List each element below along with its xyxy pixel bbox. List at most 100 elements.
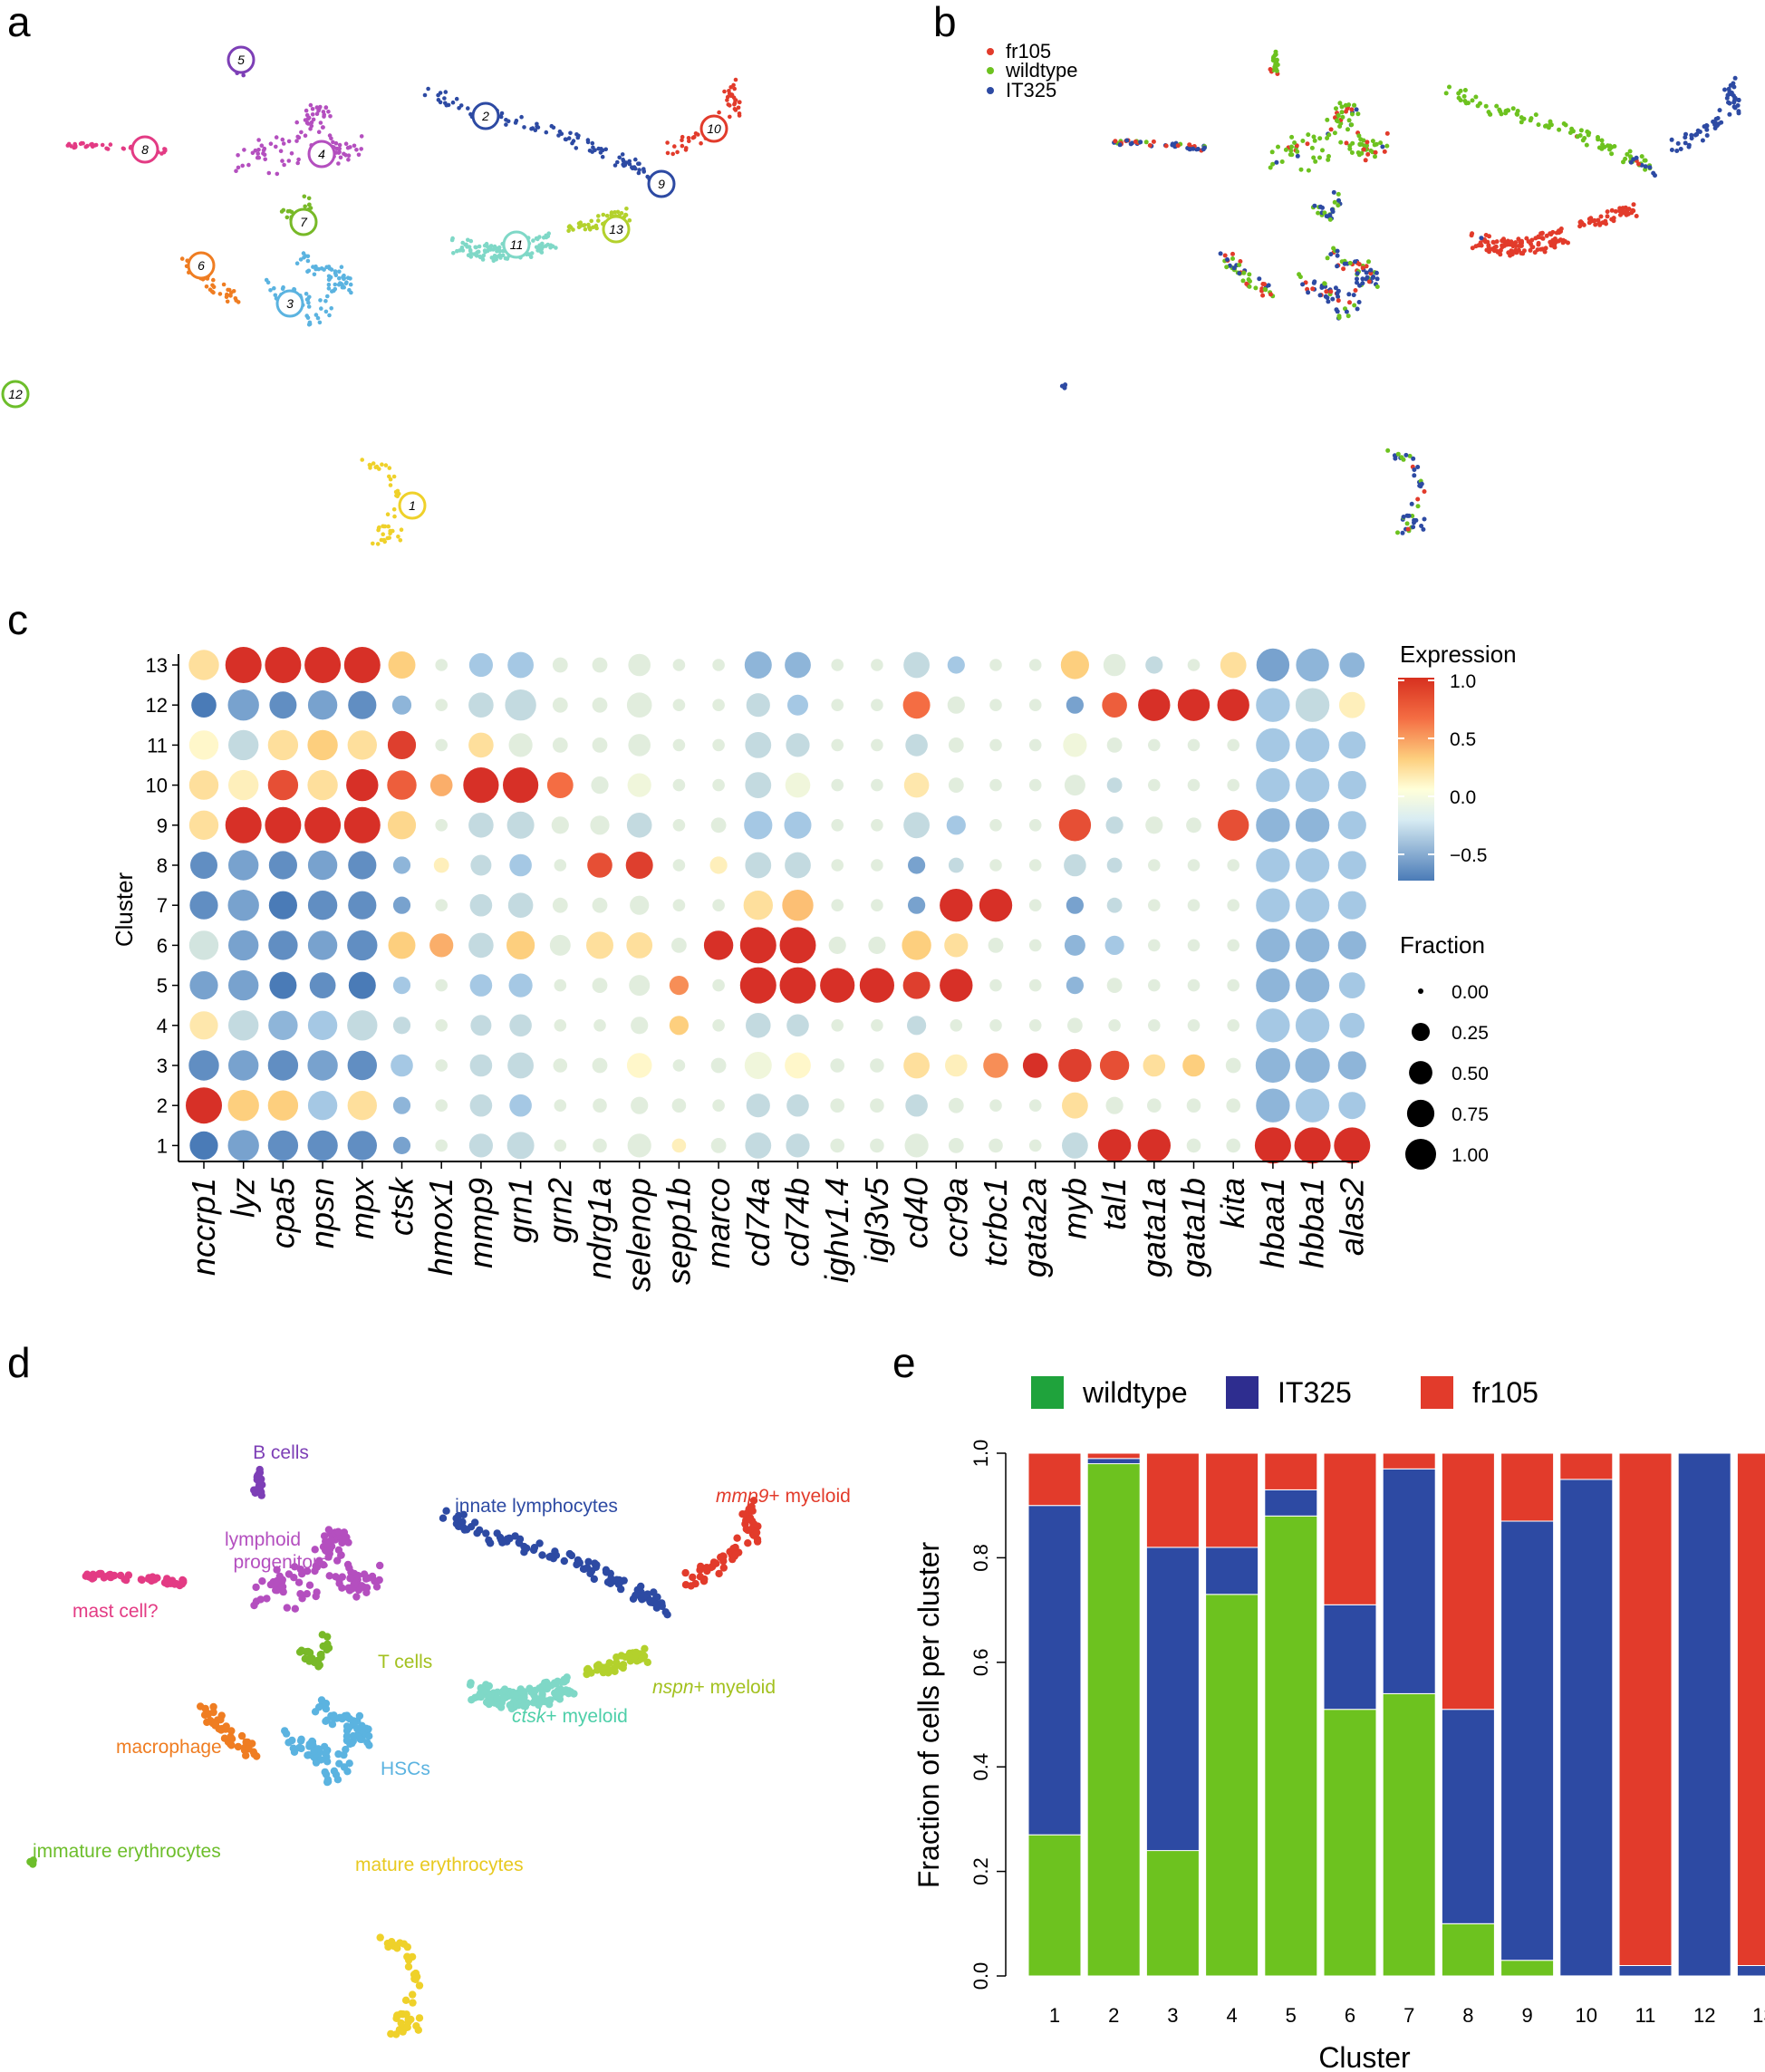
celltype-point — [278, 1583, 287, 1591]
genotype-point — [1334, 106, 1338, 111]
bar-x-tick-label: 8 — [1462, 2004, 1473, 2027]
celltype-point — [321, 1768, 329, 1777]
fraction-legend-dot — [1412, 1023, 1430, 1041]
celltype-point — [303, 1567, 312, 1576]
genotype-point — [1353, 259, 1357, 265]
dot-c6-kita — [1227, 939, 1239, 952]
dot-c7-grn2 — [552, 897, 568, 913]
gene-label-grn2: grn2 — [541, 1178, 578, 1243]
genotype-point — [1344, 309, 1349, 314]
cluster-3-point — [342, 276, 346, 282]
celltype-point — [466, 1681, 475, 1689]
dot-c11-selenop — [628, 734, 651, 757]
dot-c10-tcrbc1 — [989, 778, 1002, 792]
dot-c5-cd74a — [739, 967, 776, 1004]
dot-c12-npsn — [307, 690, 338, 720]
genotype-point — [1643, 164, 1648, 169]
genotype-point — [1138, 140, 1143, 145]
cluster-2-point — [551, 125, 556, 130]
genotype-point — [1312, 203, 1317, 208]
dot-c10-kita — [1227, 778, 1239, 792]
cluster-11-point — [544, 233, 548, 238]
genotype-point — [1627, 149, 1633, 154]
genotype-point — [1473, 244, 1479, 249]
cluster-2-point — [443, 101, 448, 106]
cluster-4-point — [346, 153, 352, 158]
cluster-8-point — [108, 142, 113, 147]
celltype-point — [749, 1497, 758, 1505]
celltype-point — [319, 1561, 328, 1569]
fraction-legend: 0.00 0.25 0.50 0.75 1.00 — [1405, 982, 1489, 1170]
expression-colorbar — [1398, 678, 1434, 881]
genotype-point — [1378, 140, 1384, 146]
cluster-4-point — [303, 133, 308, 138]
dot-c6-cd74b — [779, 927, 816, 964]
celltype-point — [310, 1752, 318, 1761]
genotype-point — [1593, 222, 1598, 227]
tsne-genotype-points — [1059, 49, 1741, 535]
bar-legend-label-it325: IT325 — [1278, 1376, 1352, 1409]
cluster-2-point — [587, 149, 593, 153]
genotype-point — [1331, 246, 1336, 251]
cluster-11-point — [451, 251, 456, 255]
cluster-11-point — [481, 253, 487, 258]
genotype-point — [1191, 146, 1196, 151]
celltype-point — [485, 1536, 493, 1545]
gene-label-nccrp1: nccrp1 — [185, 1178, 222, 1276]
genotype-point — [1535, 247, 1540, 253]
cluster-13-point — [596, 214, 601, 218]
panel-letter-a: a — [7, 0, 31, 45]
celltype-point — [530, 1544, 539, 1552]
cluster-11-point — [534, 245, 539, 250]
dot-c10-mpx — [346, 768, 379, 802]
cluster-10-point — [727, 89, 731, 93]
cluster-11-point — [465, 245, 469, 249]
genotype-point — [1422, 516, 1427, 522]
gene-label-npsn: npsn — [304, 1178, 341, 1248]
celltype-point — [311, 1546, 319, 1554]
celltype-point — [256, 1465, 264, 1474]
cluster-4-point — [346, 158, 351, 162]
cluster-10-point — [728, 93, 734, 99]
dot-c8-lyz — [228, 850, 259, 881]
dot-c4-npsn — [307, 1010, 338, 1041]
genotype-point — [1529, 116, 1534, 121]
dot-c4-tcrbc1 — [989, 1019, 1002, 1032]
celltype-point — [538, 1551, 546, 1559]
dot-c1-nccrp1 — [189, 1131, 218, 1160]
celltype-point — [322, 1717, 330, 1726]
cluster-2-point — [574, 132, 579, 137]
dot-c10-cpa5 — [267, 769, 299, 801]
dot-c2-mpx — [347, 1091, 377, 1121]
genotype-point — [1323, 294, 1328, 299]
bar-9-wildtype — [1500, 1960, 1555, 1977]
celltype-point — [310, 1747, 318, 1755]
dot-c2-tal1 — [1105, 1096, 1124, 1114]
celltype-point — [244, 1738, 252, 1747]
cluster-2-point — [506, 119, 511, 124]
dot-c11-tcrbc1 — [989, 738, 1002, 752]
genotype-point — [1470, 246, 1475, 251]
cluster-11-point — [449, 237, 455, 243]
genotype-point — [1629, 210, 1635, 216]
genotype-point — [1253, 285, 1259, 291]
dot-c11-tal1 — [1106, 737, 1123, 753]
celltype-point — [689, 1573, 697, 1582]
dot-c13-alas2 — [1339, 652, 1365, 678]
genotype-point — [1529, 237, 1535, 243]
celltype-point — [590, 1575, 598, 1584]
cluster-6-point — [224, 294, 229, 300]
cluster-10-point — [722, 89, 727, 94]
dot-c1-tcrbc1 — [989, 1138, 1003, 1153]
cluster-2-point — [438, 100, 443, 105]
cluster-2-point — [603, 147, 608, 152]
cluster-badge-2 — [471, 101, 500, 130]
genotype-point — [1704, 133, 1710, 138]
genotype-point — [1324, 289, 1329, 294]
genotype-point — [1683, 140, 1688, 146]
genotype-point — [1544, 233, 1549, 238]
dot-c11-hbaa1 — [1256, 728, 1290, 763]
dot-c2-npsn — [307, 1091, 338, 1121]
genotype-point — [1292, 140, 1297, 145]
cluster-badge-4 — [307, 140, 336, 169]
